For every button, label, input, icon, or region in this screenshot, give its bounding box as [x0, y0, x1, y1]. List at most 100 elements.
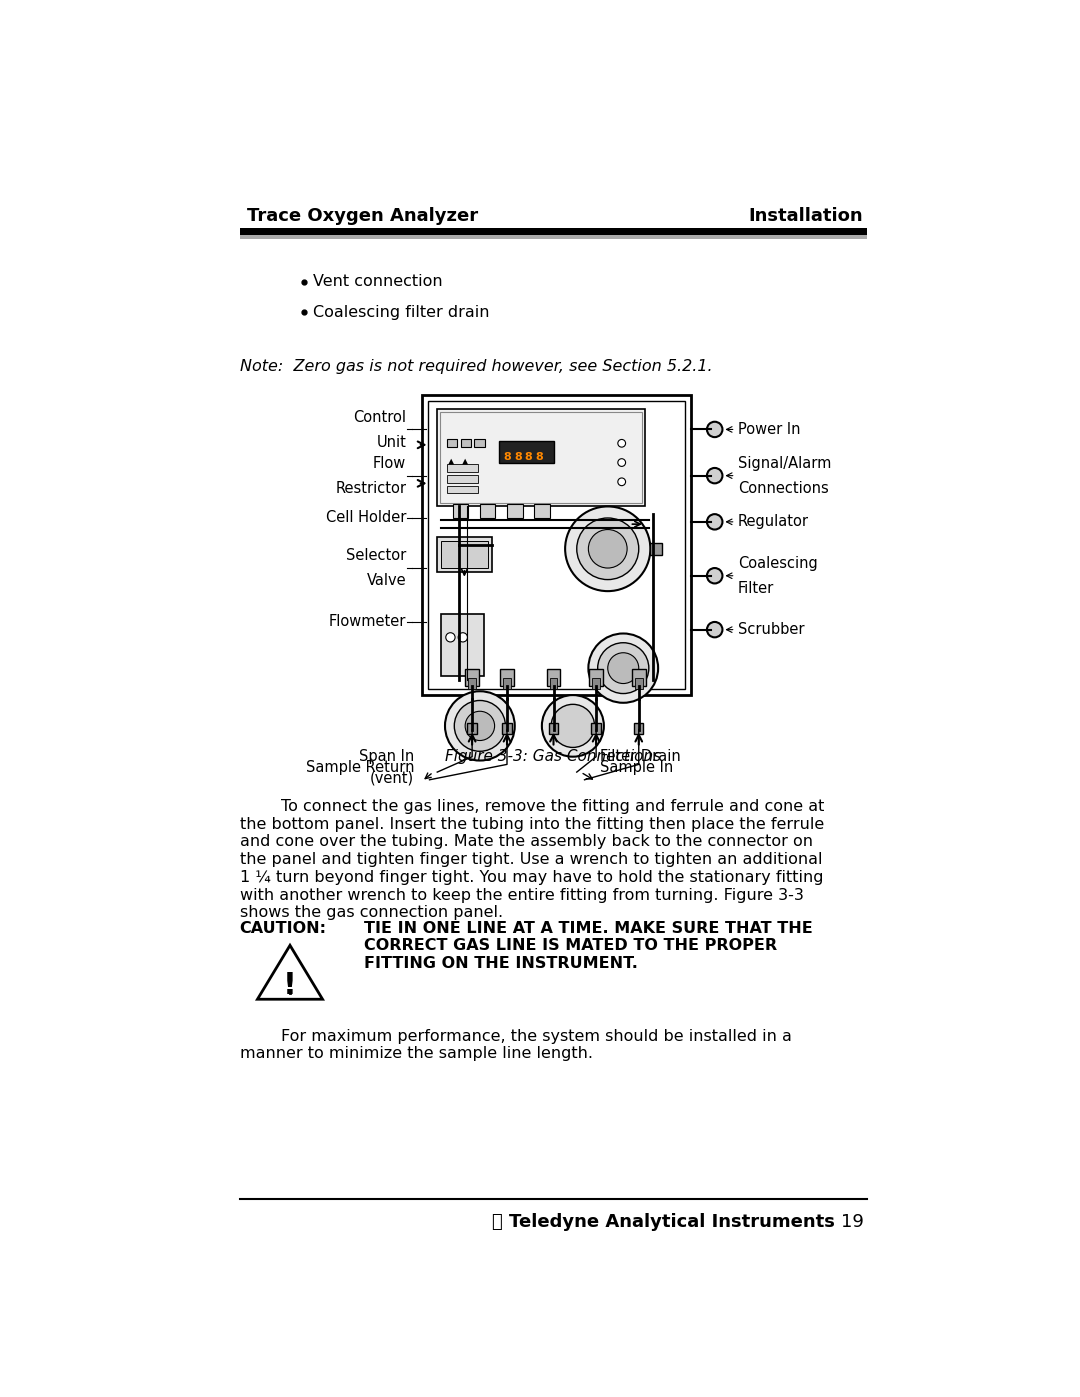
Text: Regulator: Regulator	[738, 514, 809, 529]
Bar	[502, 722, 512, 733]
Bar	[590, 669, 603, 686]
Bar	[500, 669, 514, 686]
Text: 8: 8	[525, 451, 532, 462]
Bar	[634, 722, 644, 733]
Text: Filter Drain: Filter Drain	[600, 749, 680, 764]
Bar	[592, 678, 600, 689]
Bar	[441, 541, 488, 569]
Text: 8: 8	[536, 451, 543, 462]
FancyBboxPatch shape	[422, 395, 691, 696]
Text: shows the gas connection panel.: shows the gas connection panel.	[240, 905, 503, 921]
Text: Restrictor: Restrictor	[335, 481, 406, 496]
Text: Installation: Installation	[748, 207, 864, 225]
Text: Coalescing filter drain: Coalescing filter drain	[313, 305, 489, 320]
Bar	[635, 678, 643, 689]
Text: Valve: Valve	[366, 573, 406, 588]
Text: Power In: Power In	[738, 422, 800, 437]
Circle shape	[551, 704, 595, 747]
Text: To connect the gas lines, remove the fitting and ferrule and cone at: To connect the gas lines, remove the fit…	[240, 799, 824, 814]
Bar	[469, 678, 476, 689]
Bar	[437, 409, 645, 507]
Text: 8: 8	[503, 451, 511, 462]
Text: CAUTION:: CAUTION:	[240, 921, 326, 936]
Text: Flowmeter: Flowmeter	[329, 615, 406, 630]
Circle shape	[707, 569, 723, 584]
Text: TIE IN ONE LINE AT A TIME. MAKE SURE THAT THE: TIE IN ONE LINE AT A TIME. MAKE SURE THA…	[364, 921, 812, 936]
Bar	[592, 722, 600, 733]
Text: with another wrench to keep the entire fitting from turning. Figure 3-3: with another wrench to keep the entire f…	[240, 887, 804, 902]
Circle shape	[618, 478, 625, 486]
Bar	[453, 504, 469, 518]
Polygon shape	[447, 458, 455, 467]
Text: FITTING ON THE INSTRUMENT.: FITTING ON THE INSTRUMENT.	[364, 956, 637, 971]
Bar	[240, 236, 867, 239]
Text: (vent): (vent)	[369, 771, 414, 785]
Text: 8: 8	[514, 451, 522, 462]
Text: Control: Control	[353, 409, 406, 425]
Bar	[507, 504, 523, 518]
Bar	[503, 678, 511, 689]
Text: Signal/Alarm: Signal/Alarm	[738, 455, 832, 471]
Circle shape	[458, 633, 468, 643]
Circle shape	[577, 518, 638, 580]
Bar	[446, 464, 477, 472]
Bar	[446, 440, 457, 447]
Text: Unit: Unit	[376, 434, 406, 450]
Text: and cone over the tubing. Mate the assembly back to the connector on: and cone over the tubing. Mate the assem…	[240, 834, 812, 849]
Text: 19: 19	[840, 1214, 864, 1231]
Text: Connections: Connections	[738, 481, 828, 496]
Text: Sample In: Sample In	[600, 760, 673, 775]
Circle shape	[618, 440, 625, 447]
Circle shape	[589, 633, 658, 703]
Polygon shape	[257, 946, 323, 999]
Bar	[549, 722, 558, 733]
Bar	[446, 486, 477, 493]
Circle shape	[465, 711, 495, 740]
Bar	[441, 412, 642, 503]
Text: Span In: Span In	[359, 749, 414, 764]
Bar	[535, 504, 550, 518]
Text: CORRECT GAS LINE IS MATED TO THE PROPER: CORRECT GAS LINE IS MATED TO THE PROPER	[364, 939, 777, 953]
Text: Trace Oxygen Analyzer: Trace Oxygen Analyzer	[247, 207, 478, 225]
Text: the panel and tighten finger tight. Use a wrench to tighten an additional: the panel and tighten finger tight. Use …	[240, 852, 822, 868]
Bar	[499, 441, 554, 462]
Bar	[546, 669, 561, 686]
Circle shape	[455, 700, 505, 752]
Bar	[446, 475, 477, 482]
Text: Figure 3-3: Gas Connections: Figure 3-3: Gas Connections	[445, 749, 662, 764]
Text: Cell Holder: Cell Holder	[326, 510, 406, 525]
Bar	[240, 228, 867, 236]
Bar	[465, 669, 480, 686]
Text: Selector: Selector	[346, 549, 406, 563]
Bar	[441, 615, 484, 676]
Bar	[468, 722, 476, 733]
Text: !: !	[283, 971, 297, 1000]
Circle shape	[542, 696, 604, 757]
Text: Note:  Zero gas is not required however, see Section 5.2.1.: Note: Zero gas is not required however, …	[240, 359, 712, 373]
Text: Filter: Filter	[738, 581, 774, 597]
Circle shape	[597, 643, 649, 693]
Text: Scrubber: Scrubber	[738, 622, 805, 637]
Polygon shape	[461, 458, 469, 467]
Circle shape	[445, 692, 515, 760]
Text: Flow: Flow	[373, 455, 406, 471]
Bar	[460, 440, 471, 447]
Circle shape	[707, 514, 723, 529]
Bar	[650, 542, 662, 555]
Bar	[474, 440, 485, 447]
Bar	[632, 669, 646, 686]
Circle shape	[707, 622, 723, 637]
Text: 1 ¼ turn beyond finger tight. You may have to hold the stationary fitting: 1 ¼ turn beyond finger tight. You may ha…	[240, 870, 823, 884]
Circle shape	[608, 652, 638, 683]
Circle shape	[589, 529, 627, 569]
Bar	[550, 678, 557, 689]
Text: manner to minimize the sample line length.: manner to minimize the sample line lengt…	[240, 1046, 593, 1062]
Bar	[480, 504, 496, 518]
Bar	[428, 401, 685, 689]
Text: Vent connection: Vent connection	[313, 274, 443, 289]
Text: Sample Return: Sample Return	[306, 760, 414, 775]
Circle shape	[446, 633, 455, 643]
Text: the bottom panel. Insert the tubing into the fitting then place the ferrule: the bottom panel. Insert the tubing into…	[240, 817, 824, 831]
Text: Coalescing: Coalescing	[738, 556, 818, 571]
Bar	[437, 538, 491, 571]
